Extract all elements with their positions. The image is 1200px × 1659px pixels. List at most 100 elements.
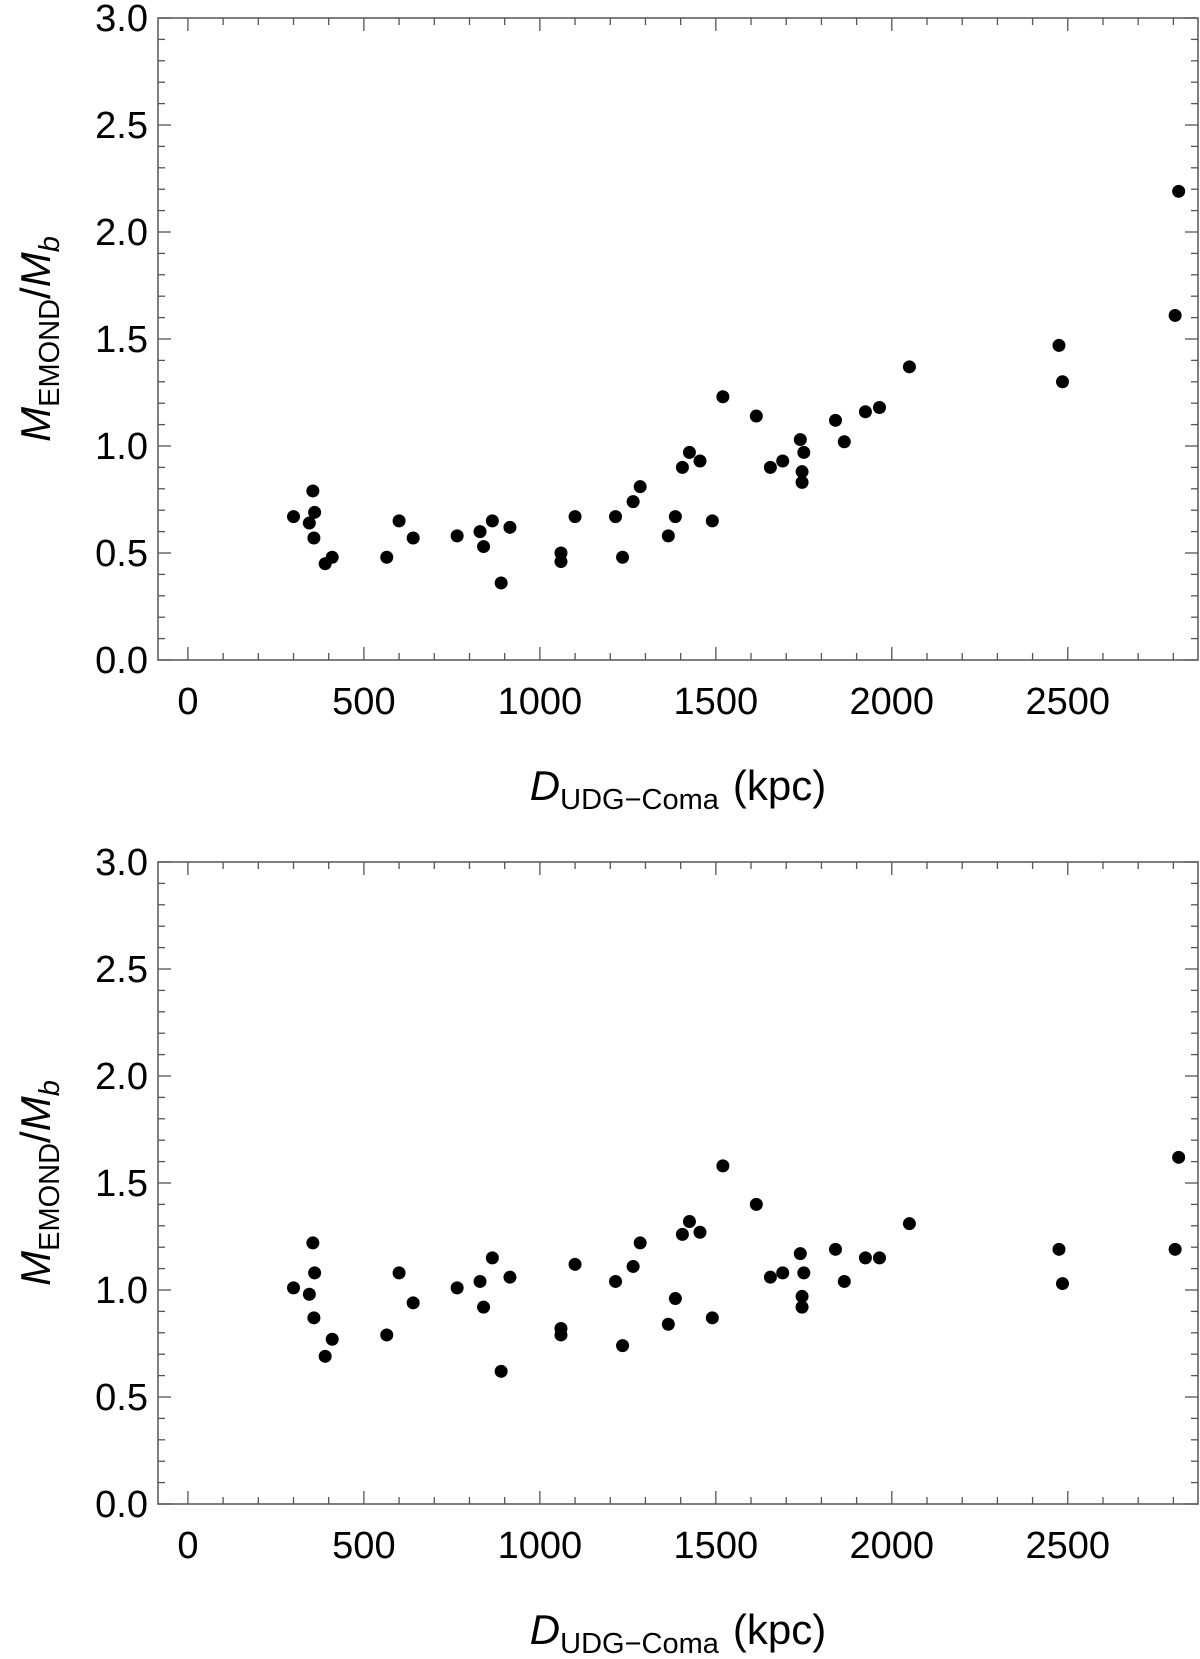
x-tick-label: 1500 xyxy=(674,1525,759,1567)
data-point xyxy=(902,1217,916,1231)
data-point xyxy=(380,550,394,564)
y-axis-label: MEMOND/Mb xyxy=(12,236,66,442)
data-point xyxy=(749,1197,763,1211)
data-point xyxy=(763,1270,777,1284)
data-point xyxy=(450,1281,464,1295)
x-tick-label: 2500 xyxy=(1026,1525,1111,1567)
data-point xyxy=(473,1274,487,1288)
data-point xyxy=(306,1236,320,1250)
data-point xyxy=(477,1300,491,1314)
data-point xyxy=(675,1227,689,1241)
data-point xyxy=(494,1364,508,1378)
data-point xyxy=(380,1328,394,1342)
x-tick-label: 2000 xyxy=(850,681,935,723)
data-point xyxy=(1172,184,1186,198)
data-point xyxy=(795,465,809,479)
data-point xyxy=(306,484,320,498)
data-point xyxy=(616,1339,630,1353)
data-point xyxy=(609,510,623,524)
data-point xyxy=(872,400,886,414)
data-point xyxy=(828,413,842,427)
data-point xyxy=(633,480,647,494)
plot-frame xyxy=(157,17,1199,661)
x-tick-label: 0 xyxy=(177,681,198,723)
y-tick-label: 1.5 xyxy=(95,319,148,361)
data-point xyxy=(668,510,682,524)
data-point xyxy=(793,433,807,447)
data-point xyxy=(626,495,640,509)
data-point xyxy=(568,1257,582,1271)
data-point xyxy=(477,540,491,554)
data-point xyxy=(609,1274,623,1288)
data-point xyxy=(307,1311,321,1325)
data-point xyxy=(716,1159,730,1173)
data-point xyxy=(793,1247,807,1261)
plot-frame xyxy=(157,861,1199,1505)
y-tick-label: 2.5 xyxy=(95,105,148,147)
data-point xyxy=(473,525,487,539)
data-point xyxy=(626,1259,640,1273)
data-point xyxy=(302,1287,316,1301)
data-point xyxy=(661,1317,675,1331)
data-point xyxy=(392,1266,406,1280)
data-point xyxy=(797,445,811,459)
x-tick-labels: 0 500 1000 1500 2000 2500 xyxy=(177,1525,1110,1567)
data-point xyxy=(682,1215,696,1229)
y-tick-label: 1.0 xyxy=(95,426,148,468)
data-point xyxy=(325,550,339,564)
y-tick-label: 1.5 xyxy=(95,1163,148,1205)
axis-ticks xyxy=(158,17,1198,661)
scatter-points xyxy=(286,1150,1186,1378)
x-tick-label: 2000 xyxy=(850,1525,935,1567)
data-point xyxy=(554,1328,568,1342)
data-point xyxy=(797,1266,811,1280)
data-point xyxy=(318,1349,332,1363)
data-point xyxy=(858,405,872,419)
data-point xyxy=(675,460,689,474)
data-point xyxy=(308,1266,322,1280)
data-point xyxy=(776,1266,790,1280)
x-tick-label: 500 xyxy=(332,681,395,723)
axis-ticks xyxy=(158,861,1198,1505)
data-point xyxy=(494,576,508,590)
data-point xyxy=(325,1332,339,1346)
data-point xyxy=(763,460,777,474)
x-tick-label: 1000 xyxy=(498,1525,583,1567)
data-point xyxy=(661,529,675,543)
y-tick-label: 1.0 xyxy=(95,1270,148,1312)
data-point xyxy=(716,390,730,404)
x-tick-label: 1000 xyxy=(498,681,583,723)
data-point xyxy=(406,1296,420,1310)
data-point xyxy=(795,1289,809,1303)
data-point xyxy=(705,514,719,528)
data-point xyxy=(705,1311,719,1325)
data-point xyxy=(406,531,420,545)
scatter-points xyxy=(286,184,1186,590)
data-point xyxy=(308,505,322,519)
data-point xyxy=(286,1281,300,1295)
x-tick-label: 500 xyxy=(332,1525,395,1567)
data-point xyxy=(749,409,763,423)
data-point xyxy=(828,1242,842,1256)
data-point xyxy=(392,514,406,528)
data-point xyxy=(1172,1150,1186,1164)
top-panel: 0.0 0.5 1.0 1.5 2.0 2.5 3.0 0 500 1000 1500 2000 25… xyxy=(12,0,1199,816)
y-tick-label: 3.0 xyxy=(95,0,148,40)
y-axis-label: MEMOND/Mb xyxy=(12,1080,66,1286)
data-point xyxy=(1056,1277,1070,1291)
data-point xyxy=(1056,375,1070,389)
data-point xyxy=(554,555,568,569)
x-tick-labels: 0 500 1000 1500 2000 2500 xyxy=(177,681,1110,723)
data-point xyxy=(902,360,916,374)
data-point xyxy=(1168,1242,1182,1256)
data-point xyxy=(503,520,517,534)
x-tick-label: 2500 xyxy=(1026,681,1111,723)
x-axis-label: DUDG−Coma (kpc) xyxy=(530,762,826,816)
x-axis-label: DUDG−Coma (kpc) xyxy=(530,1606,826,1659)
data-point xyxy=(1052,338,1066,352)
y-tick-label: 3.0 xyxy=(95,842,148,884)
bottom-panel: 0.0 0.5 1.0 1.5 2.0 2.5 3.0 0 500 1000 1500 2000 25… xyxy=(12,842,1199,1659)
x-tick-label: 1500 xyxy=(674,681,759,723)
y-tick-label: 0.5 xyxy=(95,533,148,575)
